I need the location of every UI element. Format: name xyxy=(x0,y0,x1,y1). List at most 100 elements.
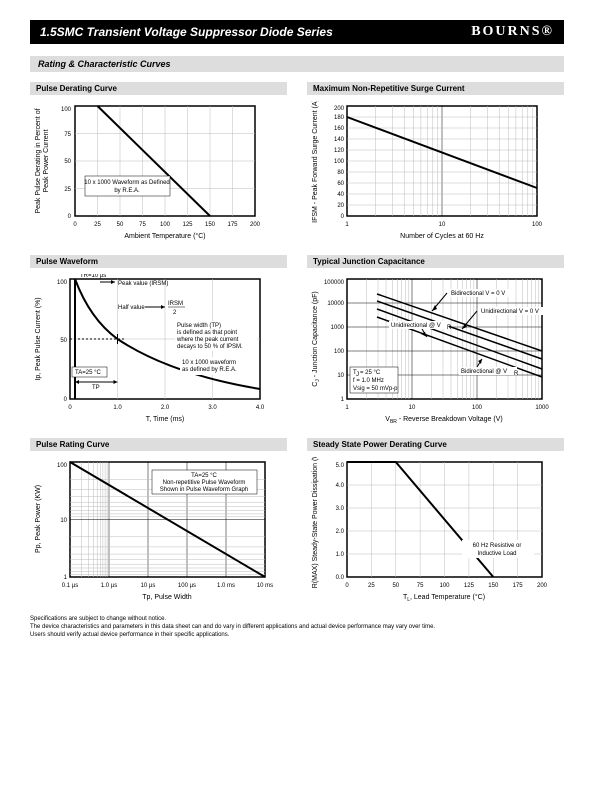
svg-text:10 x 1000 waveform: 10 x 1000 waveform xyxy=(182,360,236,366)
svg-text:VBR - Reverse Breakdown Voltag: VBR - Reverse Breakdown Voltage (V) xyxy=(385,416,502,424)
svg-text:Unidirectional V = 0 V: Unidirectional V = 0 V xyxy=(481,309,539,315)
header-bar: 1.5SMC Transient Voltage Suppressor Diod… xyxy=(30,20,564,44)
svg-text:1000: 1000 xyxy=(535,405,549,411)
chart-pulse-derating: 0255075100125150175200 0255075100 Ambien… xyxy=(30,101,287,241)
footer: Specifications are subject to change wit… xyxy=(30,616,564,639)
svg-text:10000: 10000 xyxy=(327,301,344,307)
svg-text:100: 100 xyxy=(472,405,483,411)
svg-text:2.0: 2.0 xyxy=(161,405,170,411)
svg-text:3.0: 3.0 xyxy=(208,405,217,411)
svg-text:0: 0 xyxy=(73,222,77,228)
svg-text:4.0: 4.0 xyxy=(336,483,345,489)
svg-text:5.0: 5.0 xyxy=(336,463,345,469)
svg-text:175: 175 xyxy=(513,583,524,589)
svg-text:150: 150 xyxy=(205,222,216,228)
svg-text:3.0: 3.0 xyxy=(336,506,345,512)
svg-text:Non-repetitive Pulse Waveform: Non-repetitive Pulse Waveform xyxy=(163,480,246,486)
chart-pulse-waveform: TR=10 µs Peak value (IRSM) Half value IR… xyxy=(30,274,287,424)
svg-text:180: 180 xyxy=(334,115,345,121)
svg-text:100: 100 xyxy=(439,583,450,589)
svg-text:200: 200 xyxy=(334,106,345,112)
svg-text:T, Time (ms): T, Time (ms) xyxy=(146,416,185,423)
svg-text:= 25 °C: = 25 °C xyxy=(360,370,381,376)
svg-text:0.0: 0.0 xyxy=(336,575,345,581)
svg-text:0.1 µs: 0.1 µs xyxy=(62,583,78,589)
chart-pulse-rating: TA=25 °C Non-repetitive Pulse Waveform S… xyxy=(30,457,287,602)
svg-text:10 ms: 10 ms xyxy=(257,583,273,589)
svg-text:R(MAX) Steady-State Power Diss: R(MAX) Steady-State Power Dissipation (W… xyxy=(312,457,319,588)
svg-text:100: 100 xyxy=(334,349,345,355)
svg-text:Ambient Temperature (°C): Ambient Temperature (°C) xyxy=(124,232,205,240)
svg-text:1000: 1000 xyxy=(331,325,345,331)
svg-text:25: 25 xyxy=(368,583,375,589)
svg-text:120: 120 xyxy=(334,148,345,154)
chart-capacitance: Bidirectional V = 0 V Unidirectional V =… xyxy=(307,274,564,424)
svg-text:as defined by R.E.A.: as defined by R.E.A. xyxy=(182,367,237,373)
svg-text:Bidirectional @ V: Bidirectional @ V xyxy=(461,369,507,375)
svg-text:1.0 µs: 1.0 µs xyxy=(101,583,117,589)
svg-text:100: 100 xyxy=(334,159,345,165)
svg-text:Number of Cycles at 60 Hz: Number of Cycles at 60 Hz xyxy=(400,233,484,240)
svg-text:60 Hz Resistive or: 60 Hz Resistive or xyxy=(473,543,522,549)
svg-text:1.0: 1.0 xyxy=(336,552,345,558)
svg-text:is defined as that point: is defined as that point xyxy=(177,330,237,336)
svg-text:0: 0 xyxy=(64,397,68,403)
svg-text:2.0: 2.0 xyxy=(336,529,345,535)
svg-text:25: 25 xyxy=(64,187,71,193)
svg-text:10 x 1000 Waveform as Defined: 10 x 1000 Waveform as Defined xyxy=(84,180,170,186)
svg-text:200: 200 xyxy=(250,222,261,228)
svg-text:20: 20 xyxy=(337,203,344,209)
svg-text:125: 125 xyxy=(182,222,193,228)
svg-text:1: 1 xyxy=(345,222,349,228)
svg-text:CJ - Junction Capacitance (pF): CJ - Junction Capacitance (pF) xyxy=(312,291,321,387)
svg-text:50: 50 xyxy=(64,159,71,165)
svg-text:160: 160 xyxy=(334,126,345,132)
chart-power-derating: 60 Hz Resistive or Inductive Load 025507… xyxy=(307,457,564,602)
svg-text:1: 1 xyxy=(341,397,345,403)
svg-text:100: 100 xyxy=(57,463,68,469)
svg-text:100: 100 xyxy=(61,107,72,113)
svg-text:R: R xyxy=(514,371,519,377)
svg-text:0: 0 xyxy=(341,214,345,220)
svg-text:100: 100 xyxy=(160,222,171,228)
footer-line: The device characteristics and parameter… xyxy=(30,624,564,632)
section-heading: Rating & Characteristic Curves xyxy=(30,56,564,72)
svg-text:10: 10 xyxy=(439,222,446,228)
svg-text:1.0: 1.0 xyxy=(113,405,122,411)
svg-text:50: 50 xyxy=(60,338,67,344)
svg-text:R: R xyxy=(447,325,452,331)
svg-text:100000: 100000 xyxy=(324,280,345,286)
svg-text:Pp, Peak Power (KW): Pp, Peak Power (KW) xyxy=(35,485,42,553)
footer-line: Specifications are subject to change wit… xyxy=(30,616,564,624)
svg-text:0: 0 xyxy=(68,214,72,220)
svg-text:IRSM: IRSM xyxy=(168,301,183,307)
svg-text:80: 80 xyxy=(337,170,344,176)
svg-text:10: 10 xyxy=(60,518,67,524)
svg-text:decays to 50 % of IPSM.: decays to 50 % of IPSM. xyxy=(177,344,243,350)
svg-text:100: 100 xyxy=(532,222,543,228)
svg-text:TP: TP xyxy=(92,385,100,391)
svg-text:1.0 ms: 1.0 ms xyxy=(217,583,235,589)
svg-text:25: 25 xyxy=(94,222,101,228)
chart-title-surge: Maximum Non-Repetitive Surge Current xyxy=(307,82,564,95)
svg-text:0: 0 xyxy=(68,405,72,411)
svg-text:Inductive Load: Inductive Load xyxy=(477,551,516,557)
header-title: 1.5SMC Transient Voltage Suppressor Diod… xyxy=(40,25,471,39)
svg-text:100: 100 xyxy=(57,280,68,286)
svg-text:Shown in Pulse Waveform Graph: Shown in Pulse Waveform Graph xyxy=(160,487,248,493)
chart-surge-current: 110100 020406080100120140160180200 Numbe… xyxy=(307,101,564,241)
svg-text:10 µs: 10 µs xyxy=(141,583,156,589)
svg-text:100 µs: 100 µs xyxy=(178,583,196,589)
svg-text:Half value: Half value xyxy=(118,305,145,311)
svg-text:175: 175 xyxy=(227,222,238,228)
footer-line: Users should verify actual device perfor… xyxy=(30,632,564,640)
svg-text:IFSM - Peak Forward Surge Curr: IFSM - Peak Forward Surge Current (A) xyxy=(312,101,319,223)
header-logo: BOURNS® xyxy=(471,24,554,40)
svg-text:50: 50 xyxy=(117,222,124,228)
svg-text:50: 50 xyxy=(392,583,399,589)
svg-text:75: 75 xyxy=(64,132,71,138)
svg-text:Peak value (IRSM): Peak value (IRSM) xyxy=(118,281,168,287)
svg-text:1: 1 xyxy=(64,575,68,581)
chart-title-pulse-derating: Pulse Derating Curve xyxy=(30,82,287,95)
svg-text:TA=25 °C: TA=25 °C xyxy=(75,370,101,376)
